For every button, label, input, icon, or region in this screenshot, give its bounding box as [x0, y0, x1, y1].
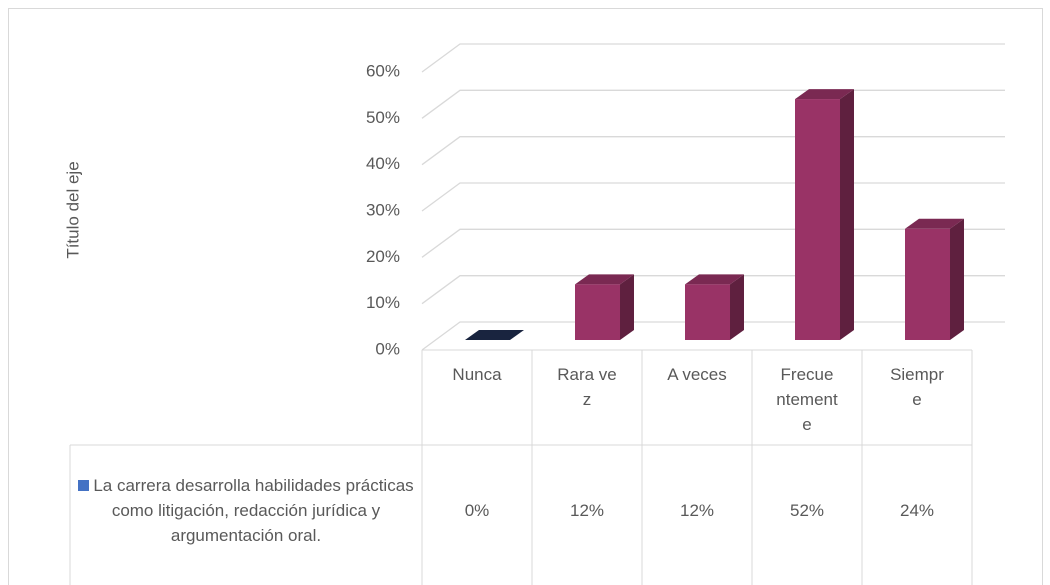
y-tick-label: 40% — [366, 154, 400, 173]
y-axis-title: Título del eje — [63, 161, 82, 258]
bar-top — [465, 330, 524, 340]
category-label: Frecuentemente — [776, 365, 838, 434]
chart-border — [8, 8, 1043, 585]
data-label: 12% — [679, 500, 715, 520]
data-label: 24% — [899, 500, 935, 520]
legend-entry: La carrera desarrolla habilidades prácti… — [72, 445, 420, 575]
bar — [905, 228, 950, 340]
bar-side — [840, 89, 854, 340]
y-tick-label: 10% — [366, 293, 400, 312]
bar-top — [905, 218, 964, 229]
legend-label: La carrera desarrolla habilidades prácti… — [93, 475, 414, 545]
bar-side — [730, 274, 744, 340]
grid-line — [421, 43, 1005, 73]
data-label: 12% — [569, 500, 605, 520]
y-tick-label: 20% — [366, 247, 400, 266]
bar-top — [575, 274, 634, 285]
bar-top — [795, 89, 854, 100]
category-label: A veces — [667, 365, 727, 384]
category-label: Siempre — [890, 365, 944, 409]
category-label: Nunca — [452, 365, 502, 384]
data-label: 52% — [789, 500, 825, 520]
bar-side — [620, 274, 634, 340]
grid-line — [421, 89, 1005, 119]
y-tick-label: 60% — [366, 61, 400, 80]
bar — [795, 99, 840, 340]
legend-marker — [78, 479, 90, 491]
grid-line — [421, 136, 1005, 166]
y-tick-label: 30% — [366, 200, 400, 219]
bar — [685, 284, 730, 340]
bar — [575, 284, 620, 340]
y-tick-label: 50% — [366, 108, 400, 127]
legend-text-block: La carrera desarrolla habilidades prácti… — [76, 473, 416, 548]
y-tick-label: 0% — [375, 339, 400, 358]
bar-top — [685, 274, 744, 285]
bar-side — [950, 218, 964, 340]
data-label: 0% — [464, 500, 490, 520]
category-label: Rara vez — [557, 365, 617, 409]
grid-line — [421, 182, 1005, 212]
